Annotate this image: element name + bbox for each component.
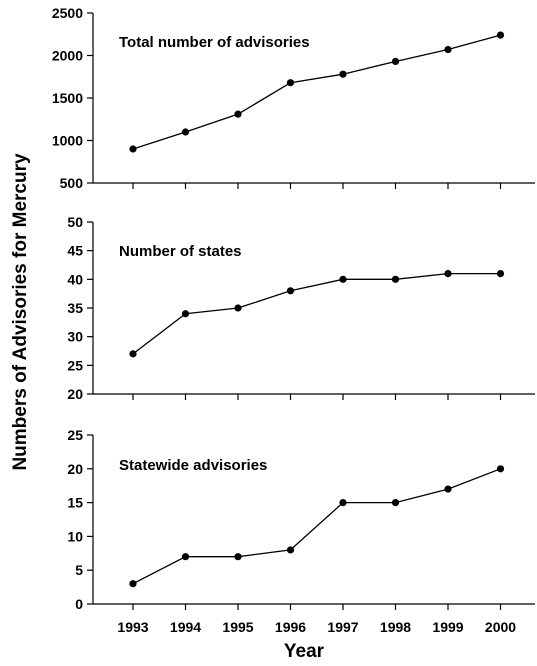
panel-title: Total number of advisories	[119, 34, 310, 51]
panel-title: Statewide advisories	[119, 457, 267, 474]
panel-title: Number of states	[119, 243, 242, 260]
data-point	[391, 275, 400, 283]
data-point	[181, 128, 190, 136]
y-tick-label: 35	[67, 300, 83, 316]
y-tick-label: 5	[75, 562, 83, 578]
data-point	[444, 270, 452, 278]
y-axis-title: Numbers of Advisories for Mercury	[10, 153, 31, 471]
y-tick-label: 2500	[52, 5, 83, 21]
y-tick-label: 20	[67, 461, 83, 477]
x-tick-label: 1995	[222, 619, 253, 635]
x-tick-label: 1998	[380, 619, 411, 635]
x-tick-label: 1996	[275, 619, 306, 635]
y-tick-label: 40	[67, 271, 83, 287]
data-point	[496, 31, 505, 39]
y-tick-label: 45	[67, 243, 83, 259]
y-tick-label: 10	[67, 528, 83, 544]
x-tick-label: 1997	[327, 619, 358, 635]
data-point	[339, 499, 347, 507]
data-point	[234, 110, 242, 118]
data-point	[496, 270, 505, 278]
y-tick-label: 15	[67, 495, 83, 511]
data-point	[339, 70, 347, 78]
y-tick-label: 1500	[52, 90, 83, 106]
data-point	[496, 465, 505, 473]
x-axis-title: Year	[284, 641, 325, 662]
x-tick-label: 2000	[485, 619, 516, 635]
data-point	[286, 287, 295, 295]
x-tick-label: 1993	[117, 619, 148, 635]
data-point	[286, 79, 295, 87]
y-tick-label: 30	[67, 329, 83, 345]
y-tick-label: 25	[67, 427, 83, 443]
x-tick-label: 1999	[432, 619, 463, 635]
y-tick-label: 50	[67, 214, 83, 230]
data-point	[339, 275, 347, 283]
data-point	[286, 546, 295, 554]
data-point	[181, 553, 190, 561]
y-tick-label: 25	[67, 357, 83, 373]
data-point	[129, 580, 137, 588]
y-tick-label: 1000	[52, 133, 83, 149]
x-tick-label: 1994	[170, 619, 201, 635]
series-line	[132, 272, 501, 355]
data-point	[129, 145, 137, 153]
panel-2: 20 25 30 35 40 45 50 Number of states	[67, 214, 535, 402]
data-point	[444, 45, 452, 54]
y-tick-label: 0	[75, 596, 83, 612]
data-point	[391, 499, 400, 507]
panel-1: 500 1000 1500 2000 2500 Total number of advis…	[52, 5, 535, 191]
data-point	[234, 304, 242, 312]
y-tick-label: 20	[67, 386, 83, 402]
data-point	[444, 485, 452, 493]
series-line	[132, 34, 501, 150]
y-tick-label: 2000	[52, 48, 83, 64]
data-point	[234, 553, 242, 561]
data-point	[181, 310, 190, 318]
panel-3: 0 5 10 15 20 25 Statewide advisories	[67, 427, 535, 612]
data-point	[129, 350, 137, 358]
data-point	[391, 57, 400, 66]
y-tick-label: 500	[60, 175, 84, 191]
series-line	[132, 468, 501, 585]
